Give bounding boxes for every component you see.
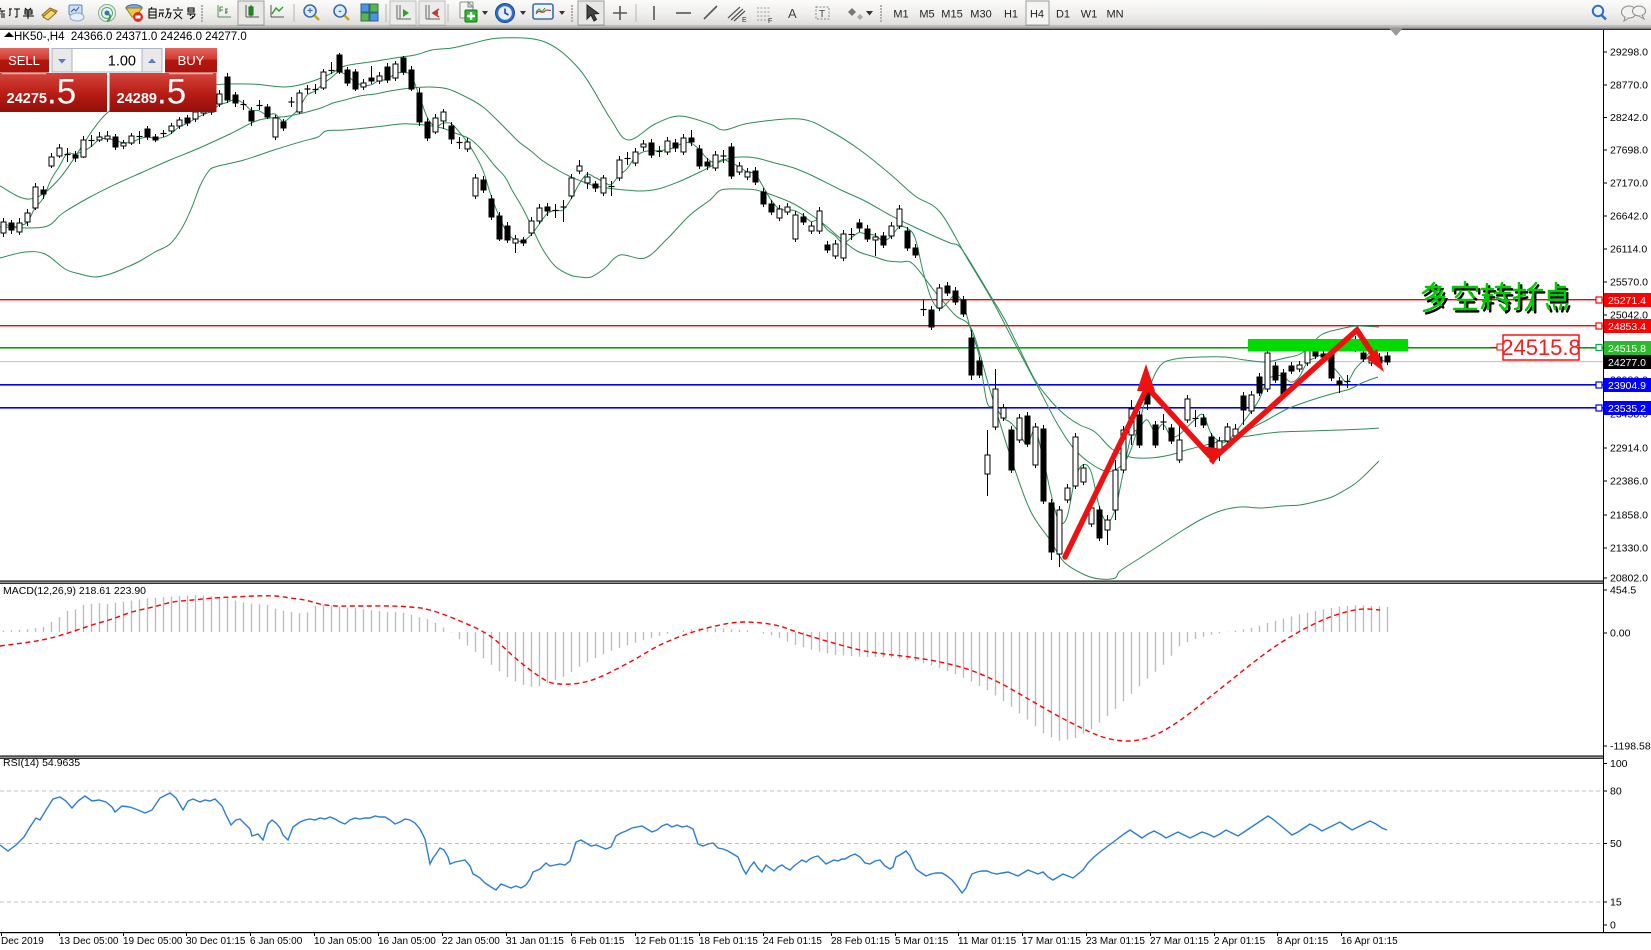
svg-text:0.00: 0.00 — [1610, 628, 1631, 640]
svg-text:-1198.58: -1198.58 — [1610, 741, 1651, 753]
svg-text:.5: .5 — [47, 73, 76, 112]
svg-text:20802.0: 20802.0 — [1610, 573, 1648, 585]
svg-text:50: 50 — [1610, 838, 1622, 850]
svg-text:29298.0: 29298.0 — [1610, 47, 1648, 59]
svg-text:6 Jan 05:00: 6 Jan 05:00 — [250, 936, 303, 947]
svg-text:0: 0 — [1610, 920, 1616, 932]
svg-text:11 Mar 01:15: 11 Mar 01:15 — [958, 936, 1017, 947]
svg-text:25271.4: 25271.4 — [1608, 295, 1646, 307]
svg-text:27 Mar 01:15: 27 Mar 01:15 — [1150, 936, 1209, 947]
svg-text:31 Jan 01:15: 31 Jan 01:15 — [506, 936, 564, 947]
svg-text:23535.2: 23535.2 — [1608, 403, 1646, 415]
svg-text:21330.0: 21330.0 — [1610, 543, 1648, 555]
svg-text:D1: D1 — [1056, 9, 1070, 21]
svg-text:2 Apr 01:15: 2 Apr 01:15 — [1214, 936, 1266, 947]
svg-text:13 Dec 05:00: 13 Dec 05:00 — [59, 936, 119, 947]
svg-text:24515.8: 24515.8 — [1501, 335, 1581, 360]
svg-text:MACD(12,26,9) 218.61 223.90: MACD(12,26,9) 218.61 223.90 — [3, 585, 146, 597]
svg-text:M5: M5 — [919, 9, 934, 21]
svg-text:H1: H1 — [1004, 9, 1018, 21]
svg-text:HK50-,H4 24366.0 24371.0 2424: HK50-,H4 24366.0 24371.0 24246.0 24277.0 — [14, 31, 247, 43]
svg-text:24275: 24275 — [7, 91, 47, 107]
svg-text:19 Dec 05:00: 19 Dec 05:00 — [123, 936, 183, 947]
svg-text:-: - — [338, 6, 341, 17]
svg-text:.5: .5 — [157, 73, 186, 112]
svg-text:17 Mar 01:15: 17 Mar 01:15 — [1022, 936, 1081, 947]
svg-text:15: 15 — [1610, 897, 1622, 909]
svg-text:16 Apr 01:15: 16 Apr 01:15 — [1341, 936, 1398, 947]
svg-text:SELL: SELL — [8, 53, 40, 68]
svg-text:BUY: BUY — [178, 53, 205, 68]
svg-text:23904.9: 23904.9 — [1608, 380, 1646, 392]
svg-text:24515.8: 24515.8 — [1608, 343, 1646, 355]
svg-text:30 Dec 01:15: 30 Dec 01:15 — [186, 936, 246, 947]
svg-text:12 Feb 01:15: 12 Feb 01:15 — [635, 936, 694, 947]
svg-text:24853.4: 24853.4 — [1608, 321, 1646, 333]
svg-text:A: A — [788, 6, 797, 21]
svg-text:24277.0: 24277.0 — [1608, 357, 1646, 369]
svg-text:H4: H4 — [1030, 9, 1044, 21]
svg-text:28770.0: 28770.0 — [1610, 80, 1648, 92]
svg-text:100: 100 — [1610, 758, 1628, 770]
svg-text:8 Apr 01:15: 8 Apr 01:15 — [1277, 936, 1329, 947]
svg-text:T: T — [819, 9, 825, 20]
svg-text:24289: 24289 — [117, 91, 157, 107]
svg-text:28242.0: 28242.0 — [1610, 112, 1648, 124]
svg-text:80: 80 — [1610, 786, 1622, 798]
svg-text:+: + — [307, 6, 313, 17]
svg-text:28 Feb 01:15: 28 Feb 01:15 — [831, 936, 890, 947]
svg-text:W1: W1 — [1081, 9, 1098, 21]
svg-text:27698.0: 27698.0 — [1610, 145, 1648, 157]
svg-text:Dec 2019: Dec 2019 — [1, 936, 44, 947]
svg-text:25570.0: 25570.0 — [1610, 277, 1648, 289]
svg-text:M30: M30 — [970, 9, 991, 21]
svg-text:23 Mar 01:15: 23 Mar 01:15 — [1086, 936, 1145, 947]
svg-text:10 Jan 05:00: 10 Jan 05:00 — [314, 936, 372, 947]
svg-text:18 Feb 01:15: 18 Feb 01:15 — [699, 936, 758, 947]
svg-text:26114.0: 26114.0 — [1610, 244, 1647, 256]
svg-text:RSI(14) 54.9635: RSI(14) 54.9635 — [3, 757, 80, 769]
svg-text:22 Jan 05:00: 22 Jan 05:00 — [442, 936, 500, 947]
svg-text:26642.0: 26642.0 — [1610, 211, 1648, 223]
svg-text:5 Mar 01:15: 5 Mar 01:15 — [895, 936, 949, 947]
svg-text:21858.0: 21858.0 — [1610, 510, 1648, 522]
svg-text:25042.0: 25042.0 — [1610, 310, 1648, 322]
svg-text:22914.0: 22914.0 — [1610, 443, 1648, 455]
svg-text:F: F — [768, 18, 772, 25]
svg-text:MN: MN — [1106, 9, 1123, 21]
svg-text:16 Jan 05:00: 16 Jan 05:00 — [378, 936, 436, 947]
svg-text:E: E — [742, 17, 747, 24]
svg-text:24 Feb 01:15: 24 Feb 01:15 — [763, 936, 822, 947]
svg-text:6 Feb 01:15: 6 Feb 01:15 — [571, 936, 625, 947]
svg-text:27170.0: 27170.0 — [1610, 178, 1648, 190]
svg-text:M15: M15 — [941, 9, 962, 21]
svg-text:22386.0: 22386.0 — [1610, 476, 1648, 488]
svg-text:1.00: 1.00 — [108, 54, 136, 70]
svg-text:454.5: 454.5 — [1610, 585, 1636, 597]
svg-text:M1: M1 — [893, 9, 908, 21]
